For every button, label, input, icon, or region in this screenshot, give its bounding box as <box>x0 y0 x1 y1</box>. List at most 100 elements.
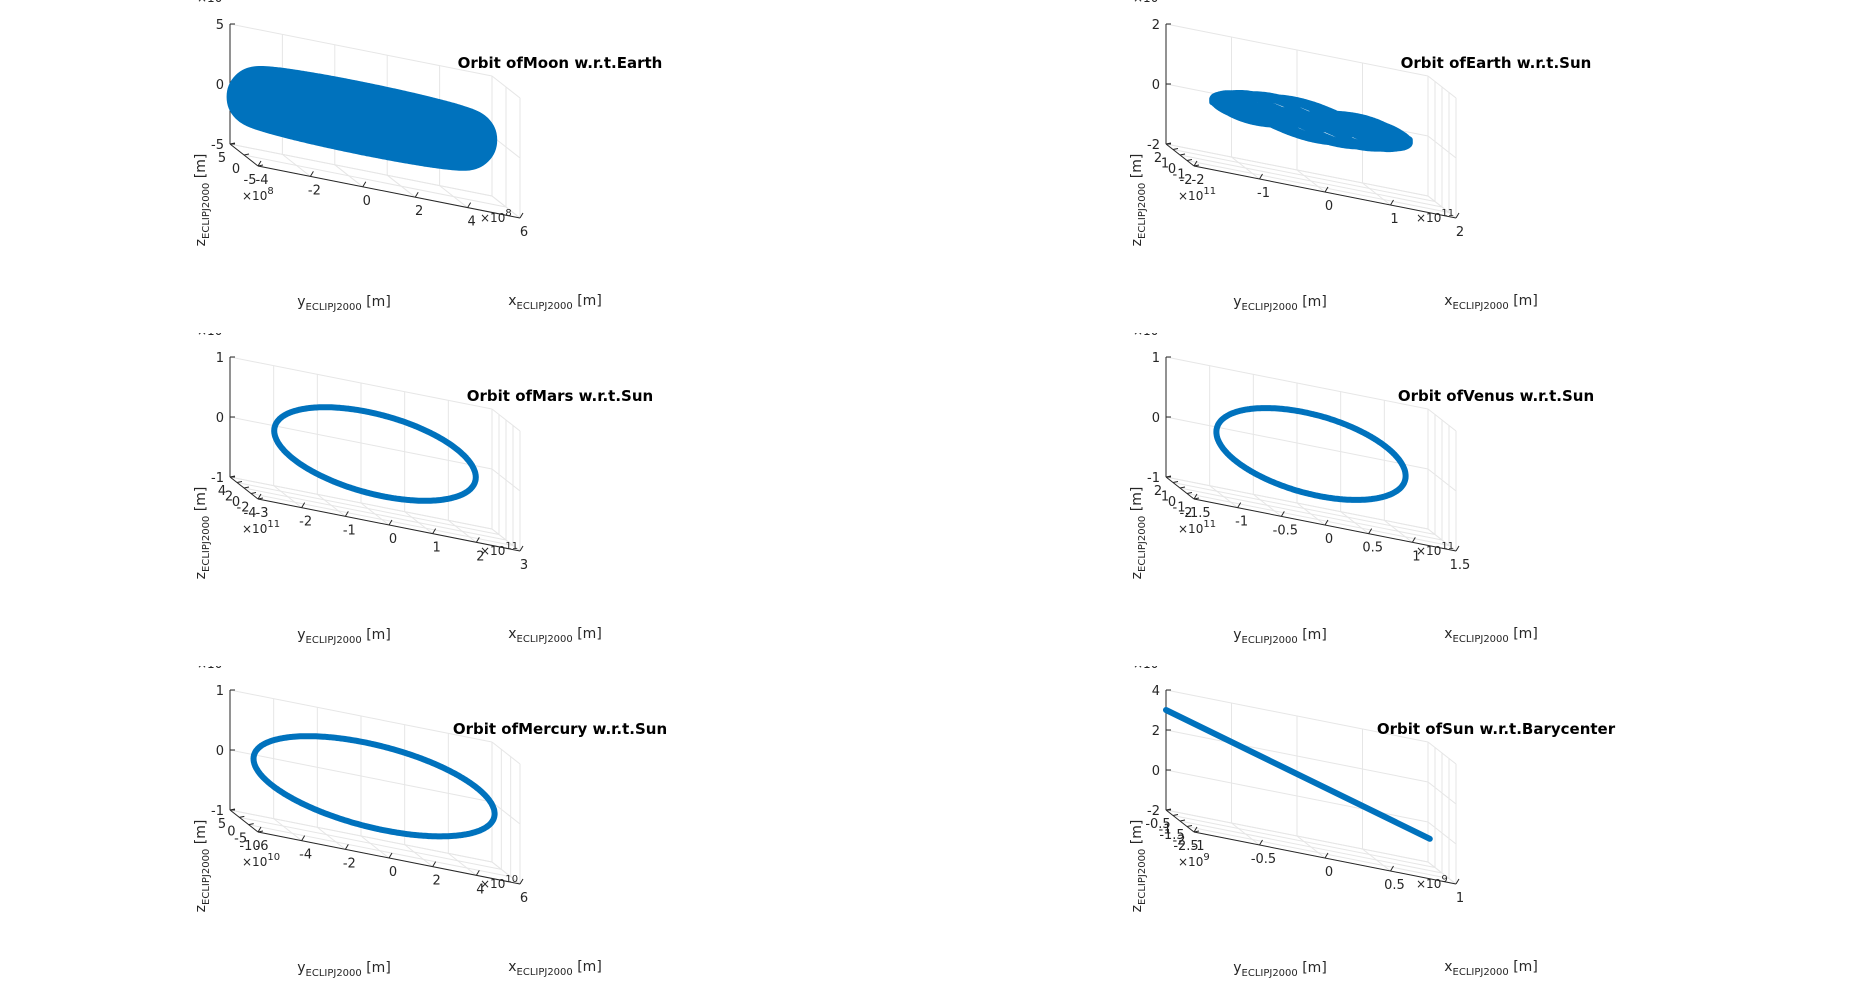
grid-line <box>239 816 502 870</box>
tick-labels: -1-0.500.51-0.5-1-1.5-2-2.5-2024×107×109… <box>1133 666 1464 906</box>
grid-line <box>1172 149 1436 202</box>
y-tick-label: -0.5 <box>1145 817 1170 832</box>
z-tick-label: -1 <box>211 804 224 819</box>
y-tick-label: 4 <box>218 484 226 499</box>
z-axis-label: zECLIPJ2000 [m] <box>1129 154 1148 247</box>
grid-line <box>1179 487 1443 541</box>
z-tick-label: 2 <box>1152 724 1160 739</box>
x-tick-label: -2 <box>343 856 356 871</box>
grid-line <box>229 356 493 410</box>
grid-line <box>1172 482 1436 535</box>
y-tick <box>243 486 250 489</box>
z-exponent: ×1010 <box>197 333 235 338</box>
y-tick-label: -4 <box>244 506 257 521</box>
grid-line <box>1427 135 1457 159</box>
x-exponent: ×108 <box>480 208 512 225</box>
x-tick <box>414 191 419 198</box>
y-tick <box>248 823 254 826</box>
subplot-mercury-sun: -6-4-2024650-5-10-101×1010×1010×1010xECL… <box>0 666 936 999</box>
grid-line <box>1427 408 1457 432</box>
chart-title: Orbit ofSun w.r.t.Barycenter <box>1377 720 1616 738</box>
grid-line <box>491 408 521 432</box>
z-axis-label: zECLIPJ2000 [m] <box>193 154 212 247</box>
x-axis-label: xECLIPJ2000 [m] <box>1444 293 1538 312</box>
z-exponent: ×1010 <box>197 666 235 671</box>
y-exponent: ×1011 <box>1178 519 1216 536</box>
y-tick-label: 0 <box>232 495 240 510</box>
z-tick-label: 1 <box>216 351 224 366</box>
x-tick-label: -1 <box>1235 515 1248 530</box>
y-tick <box>239 815 245 818</box>
x-tick <box>1280 511 1285 517</box>
y-exponent: ×1011 <box>242 519 280 536</box>
x-tick-label: -0.5 <box>1251 852 1276 867</box>
subplot-mars-sun: -3-2-10123420-2-4-101×1010×1011×1011xECL… <box>0 333 936 666</box>
x-tick-label: 2 <box>415 204 423 219</box>
grid-line <box>1427 741 1457 765</box>
orbit-series-line <box>1209 90 1413 153</box>
x-tick <box>1324 519 1329 526</box>
y-exponent: ×1010 <box>242 852 280 869</box>
chart-title: Orbit ofMoon w.r.t.Earth <box>458 54 663 72</box>
x-tick-label: 0 <box>1325 865 1333 880</box>
x-tick-label: -2 <box>299 515 312 530</box>
y-tick-label: -2 <box>1180 173 1193 188</box>
grid-line <box>229 143 493 197</box>
orbit-series-line <box>271 404 479 504</box>
x-tick <box>475 870 480 876</box>
axes <box>1165 23 1460 219</box>
x-tick <box>362 181 367 188</box>
x-axis-label: xECLIPJ2000 [m] <box>1444 959 1538 978</box>
y-tick-label: 1 <box>1161 490 1169 505</box>
z-axis-label: zECLIPJ2000 [m] <box>1129 487 1148 580</box>
y-tick-label: -2 <box>1173 834 1186 849</box>
chart-svg: -4-2024650-5-505×107×108×108xECLIPJ2000 … <box>193 0 663 313</box>
y-tick <box>1172 814 1179 816</box>
y-tick-label: 0 <box>1168 495 1176 510</box>
grid-line <box>229 476 493 530</box>
x-axis-label: xECLIPJ2000 [m] <box>508 959 602 978</box>
x-tick <box>1193 160 1198 167</box>
y-tick <box>1193 164 1200 167</box>
x-tick-label: 0 <box>389 865 397 880</box>
y-tick <box>1172 481 1179 483</box>
y-tick-label: 0 <box>227 824 235 839</box>
z-tick-label: 1 <box>216 684 224 699</box>
z-tick-label: 0 <box>1152 78 1160 93</box>
x-tick <box>344 511 349 517</box>
x-tick <box>432 861 437 867</box>
x-tick <box>1368 528 1373 534</box>
x-exponent: ×1011 <box>1416 541 1454 558</box>
y-tick <box>257 497 264 500</box>
z-exponent: ×107 <box>197 0 229 5</box>
grid-line <box>1179 154 1443 208</box>
y-tick <box>257 830 264 833</box>
x-tick <box>519 212 524 219</box>
grid-line <box>1427 821 1457 845</box>
x-tick-label: -4 <box>256 173 269 188</box>
y-axis-line <box>229 809 259 833</box>
orbit-series-line <box>1213 405 1409 503</box>
grid-line <box>491 75 521 99</box>
z-exponent: ×1010 <box>1133 333 1171 338</box>
x-tick-label: 3 <box>520 558 528 573</box>
x-tick-label: 1.5 <box>1450 558 1471 573</box>
x-tick-label: 0 <box>389 532 397 547</box>
y-axis-label: yECLIPJ2000 [m] <box>297 294 391 313</box>
y-tick <box>236 481 243 483</box>
x-tick-label: -1 <box>1257 186 1270 201</box>
grid-line <box>1165 356 1429 410</box>
y-tick-label: -2 <box>237 501 250 516</box>
grid-line <box>491 741 521 765</box>
x-axis-label: xECLIPJ2000 [m] <box>508 293 602 312</box>
y-exponent: ×109 <box>1178 852 1210 869</box>
grid-line <box>1165 143 1429 197</box>
orbit-series-line <box>250 733 498 840</box>
y-tick <box>1186 825 1193 827</box>
y-tick-label: -10 <box>239 839 260 854</box>
x-tick <box>519 878 524 885</box>
grid-line <box>236 482 500 535</box>
y-tick <box>257 164 264 167</box>
